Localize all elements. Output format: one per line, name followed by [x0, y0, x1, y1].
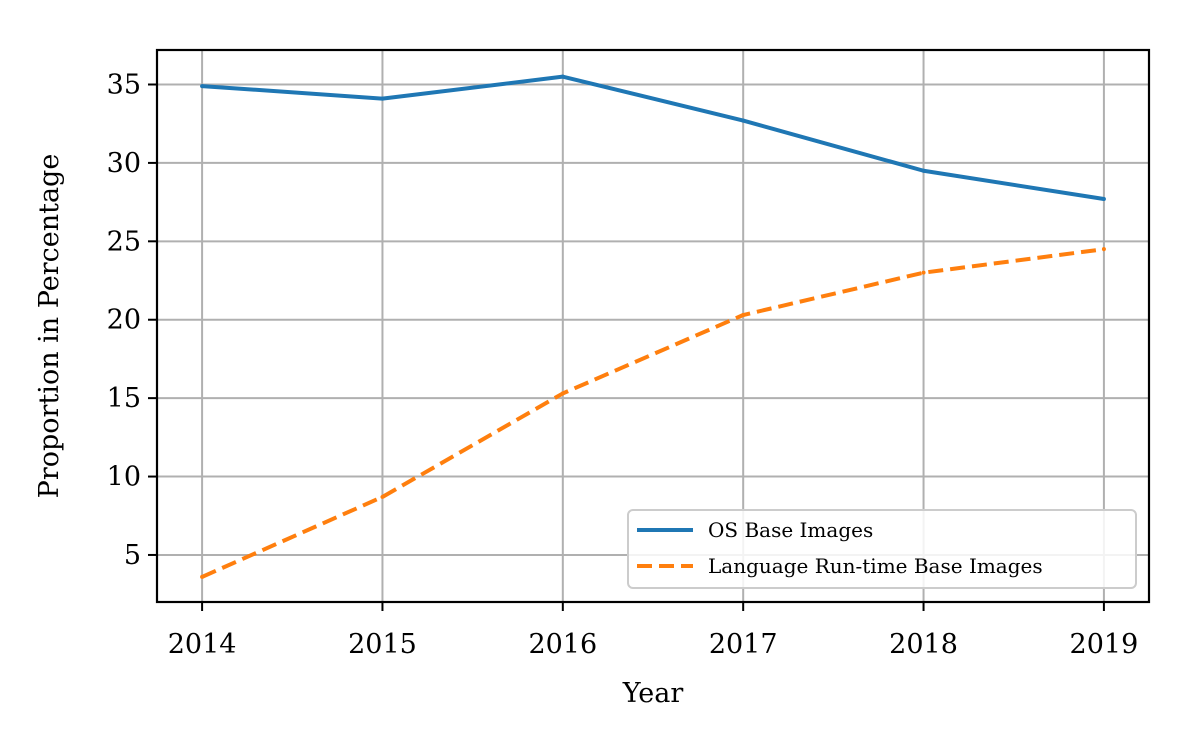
legend-label-language-run-time-base-images: Language Run-time Base Images [708, 554, 1043, 578]
data-point-os-base-images-2016 [560, 74, 565, 79]
data-point-os-base-images-2018 [921, 168, 926, 173]
data-point-os-base-images-2014 [200, 84, 205, 89]
data-point-language-run-time-base-images-2018 [921, 270, 926, 275]
legend-label-os-base-images: OS Base Images [708, 518, 873, 542]
data-point-language-run-time-base-images-2014 [200, 574, 205, 579]
y-tick-label-35: 35 [107, 70, 141, 101]
series-lines [200, 74, 1106, 579]
x-tick-label-2015: 2015 [348, 629, 417, 660]
y-tick-label-10: 10 [107, 462, 141, 493]
x-axis-title: Year [622, 678, 684, 709]
x-tick-label-2019: 2019 [1070, 629, 1139, 660]
data-point-language-run-time-base-images-2015 [380, 494, 385, 499]
x-tick-label-2017: 2017 [709, 629, 778, 660]
legend-box [627, 509, 1137, 589]
plot-frame [155, 48, 1151, 604]
x-tick-label-2014: 2014 [168, 629, 237, 660]
legend: OS Base Images Language Run-time Base Im… [627, 509, 1137, 589]
data-point-os-base-images-2019 [1101, 196, 1106, 201]
series-line-os-base-images [201, 74, 1105, 201]
data-point-os-base-images-2015 [380, 96, 385, 101]
y-tick-label-20: 20 [107, 305, 141, 336]
y-tick-label-15: 15 [107, 383, 141, 414]
y-axis-title: Proportion in Percentage [34, 154, 65, 499]
y-tick-label-25: 25 [107, 226, 141, 257]
data-point-language-run-time-base-images-2016 [560, 391, 565, 396]
data-point-language-run-time-base-images-2019 [1101, 247, 1106, 252]
x-tick-label-2016: 2016 [528, 629, 597, 660]
x-tick-label-2018: 2018 [889, 629, 958, 660]
data-point-language-run-time-base-images-2017 [741, 313, 746, 318]
y-tick-label-30: 30 [107, 148, 141, 179]
y-axis: 5 10 15 20 25 30 35 [107, 70, 157, 571]
y-tick-label-5: 5 [124, 540, 141, 571]
x-axis: 2014 2015 2016 2017 2018 2019 [168, 602, 1139, 660]
data-point-os-base-images-2017 [741, 118, 746, 123]
series-line-language-run-time-base-images [201, 247, 1105, 579]
